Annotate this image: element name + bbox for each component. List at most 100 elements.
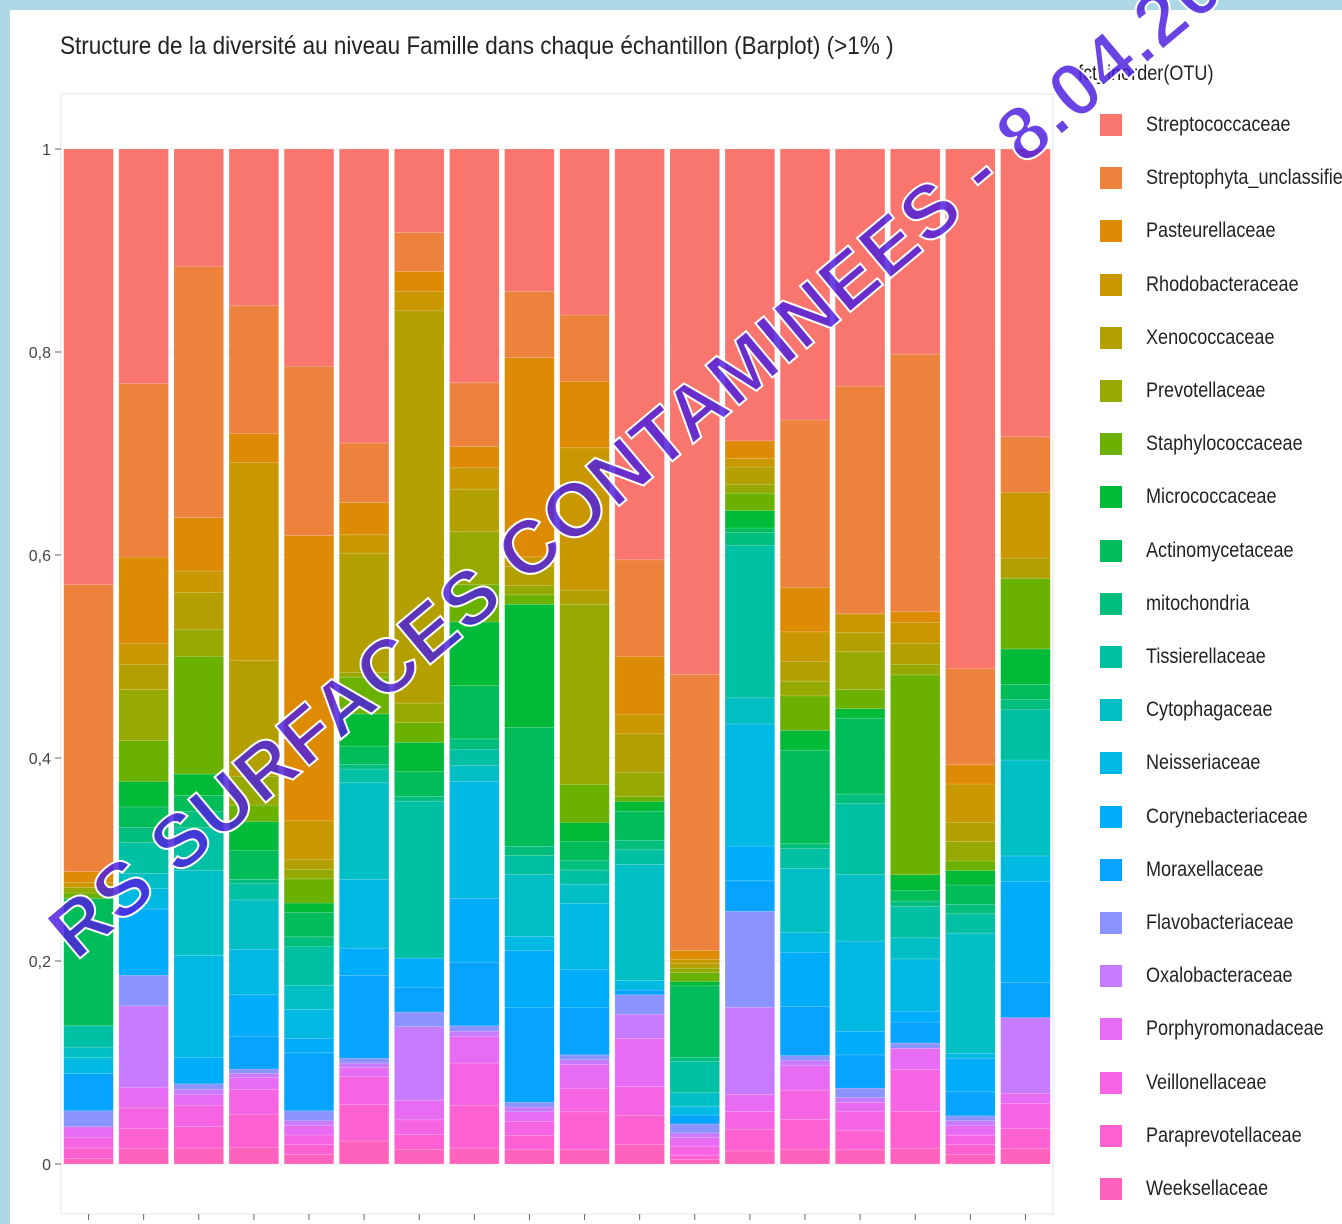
bar-segment-moraxellaceae — [669, 1114, 720, 1125]
bar-segment-flavobacteriaceae — [945, 1115, 996, 1122]
bar-segment-paraprevotellaceae — [945, 1144, 996, 1155]
bar-segment-micrococcaceae — [339, 713, 390, 747]
bar-segment-prevotellaceae — [173, 629, 224, 657]
y-tick-label: 1 — [42, 142, 51, 159]
bar-segment-corynebacteriaceae — [394, 957, 445, 988]
bar-segment-tissierellaceae — [779, 848, 831, 869]
bar-segment-moraxellaceae — [283, 1052, 335, 1112]
bar-segment-paraprevotellaceae — [449, 1105, 500, 1149]
bar-segment-micrococcaceae — [835, 708, 886, 719]
legend-swatch — [1100, 965, 1122, 988]
bar-segment-cytophagaceae — [945, 932, 996, 1054]
bar-segment-porphyromonadaceae — [1000, 1093, 1051, 1104]
bar-segment-veillonellaceae — [890, 1069, 941, 1112]
bar-segment-porphyromonadaceae — [779, 1065, 831, 1091]
bar-segment-flavobacteriaceae — [504, 1102, 555, 1108]
bar-segment-cytophagaceae — [173, 869, 224, 956]
bar-segment-staphylococcaceae — [449, 584, 500, 623]
bar-segment-streptococcaceae — [449, 148, 500, 384]
bar-segment-weeksellaceae — [449, 1147, 500, 1165]
bar-segment-streptophyta-unclassified — [669, 674, 720, 951]
bar-segment-tissierellaceae — [63, 1025, 114, 1048]
legend-swatch — [1100, 805, 1122, 828]
bar-segment-actinomycetaceae — [1000, 683, 1051, 700]
bar-segment-weeksellaceae — [559, 1149, 610, 1165]
bar-segment-veillonellaceae — [559, 1087, 610, 1113]
bar-segment-streptophyta-unclassified — [835, 385, 886, 615]
legend-label: Weeksellaceae — [1146, 1177, 1269, 1200]
bar-segment-streptococcaceae — [504, 148, 555, 292]
bar-segment-micrococcaceae — [228, 821, 279, 851]
bar-segment-porphyromonadaceae — [890, 1048, 941, 1070]
bar-segment-pasteurellaceae — [339, 502, 390, 536]
legend-item: Corynebacteriaceae — [1100, 804, 1334, 830]
bar-segment-corynebacteriaceae — [173, 1056, 224, 1085]
bar-segment-paraprevotellaceae — [504, 1135, 555, 1151]
bar-segment-porphyromonadaceae — [945, 1125, 996, 1136]
bar-segment-rhodobacteraceae — [945, 783, 996, 823]
legend-swatch — [1100, 592, 1122, 615]
chart-title: Structure de la diversité au niveau Fami… — [60, 32, 894, 60]
bar-segment-micrococcaceae — [283, 902, 335, 913]
bar-segment-staphylococcaceae — [283, 878, 335, 904]
bar-segment-porphyromonadaceae — [339, 1067, 390, 1078]
bar-segment-porphyromonadaceae — [283, 1125, 335, 1136]
legend-swatch — [1100, 1071, 1122, 1094]
bar-segment-paraprevotellaceae — [614, 1115, 665, 1145]
bar-segment-cytophagaceae — [339, 782, 390, 880]
bar-segment-paraprevotellaceae — [173, 1126, 224, 1149]
bar-segment-pasteurellaceae — [779, 587, 831, 633]
bar-segment-moraxellaceae — [63, 1073, 114, 1112]
bar-segment-streptophyta-unclassified — [945, 668, 996, 766]
bar-segment-micrococcaceae — [669, 981, 720, 987]
bar-segment-flavobacteriaceae — [173, 1083, 224, 1090]
y-tick-label: 0,2 — [29, 954, 51, 971]
bar-segment-veillonellaceae — [945, 1134, 996, 1146]
bar-segment-moraxellaceae — [614, 989, 665, 996]
bar-segment-weeksellaceae — [173, 1147, 224, 1165]
bar-segment-flavobacteriaceae — [283, 1110, 335, 1121]
bar-segment-paraprevotellaceae — [779, 1119, 831, 1150]
legend-label: Oxalobacteraceae — [1146, 964, 1293, 988]
bar-segment-neisseriaceae — [449, 781, 500, 899]
bar-segment-oxalobacteraceae — [504, 1106, 555, 1113]
bar-segment-pasteurellaceae — [504, 357, 555, 558]
bar-segment-neisseriaceae — [339, 878, 390, 949]
y-tick-label: 0 — [42, 1157, 51, 1174]
bar-segment-paraprevotellaceae — [118, 1127, 169, 1149]
bar-segment-moraxellaceae — [339, 975, 390, 1059]
bar-segment-prevotellaceae — [118, 689, 169, 741]
legend-item: Prevotellaceae — [1100, 378, 1285, 404]
bar-segment-rhodobacteraceae — [724, 457, 775, 468]
bar-segment-streptococcaceae — [394, 148, 445, 233]
bar-segment-micrococcaceae — [779, 730, 831, 751]
bar-segment-rhodobacteraceae — [339, 534, 390, 554]
bar-segment-oxalobacteraceae — [559, 1059, 610, 1065]
bar-segment-moraxellaceae — [945, 1091, 996, 1117]
bar-segment-neisseriaceae — [63, 1057, 114, 1074]
bar-segment-rhodobacteraceae — [779, 631, 831, 662]
bar-segment-paraprevotellaceae — [394, 1134, 445, 1150]
legend-swatch — [1100, 326, 1122, 349]
bar-segment-weeksellaceae — [890, 1147, 941, 1165]
bar-segment-tissierellaceae — [724, 545, 775, 699]
bar-segment-cytophagaceae — [724, 697, 775, 725]
bar-segment-micrococcaceae — [724, 510, 775, 529]
bar-segment-streptococcaceae — [779, 148, 831, 421]
bar-segment-veillonellaceae — [63, 1137, 114, 1149]
bar-segment-paraprevotellaceae — [559, 1111, 610, 1151]
legend-label: mitochondria — [1146, 591, 1250, 615]
bar-segment-pasteurellaceae — [449, 446, 500, 469]
bar-segment-oxalobacteraceae — [228, 1072, 279, 1078]
bar-segment-veillonellaceae — [779, 1089, 831, 1120]
legend-swatch — [1100, 167, 1122, 190]
bar-segment-corynebacteriaceae — [890, 1011, 941, 1023]
bar-segment-neisseriaceae — [669, 1105, 720, 1116]
bar-segment-rhodobacteraceae — [504, 556, 555, 567]
bar-segment-flavobacteriaceae — [835, 1087, 886, 1098]
bar-segment-moraxellaceae — [449, 961, 500, 1027]
bar-segment-mitochondria — [394, 795, 445, 802]
bar-segment-neisseriaceae — [724, 723, 775, 847]
bar-segment-cytophagaceae — [283, 984, 335, 1010]
bar-segment-pasteurellaceae — [283, 535, 335, 822]
